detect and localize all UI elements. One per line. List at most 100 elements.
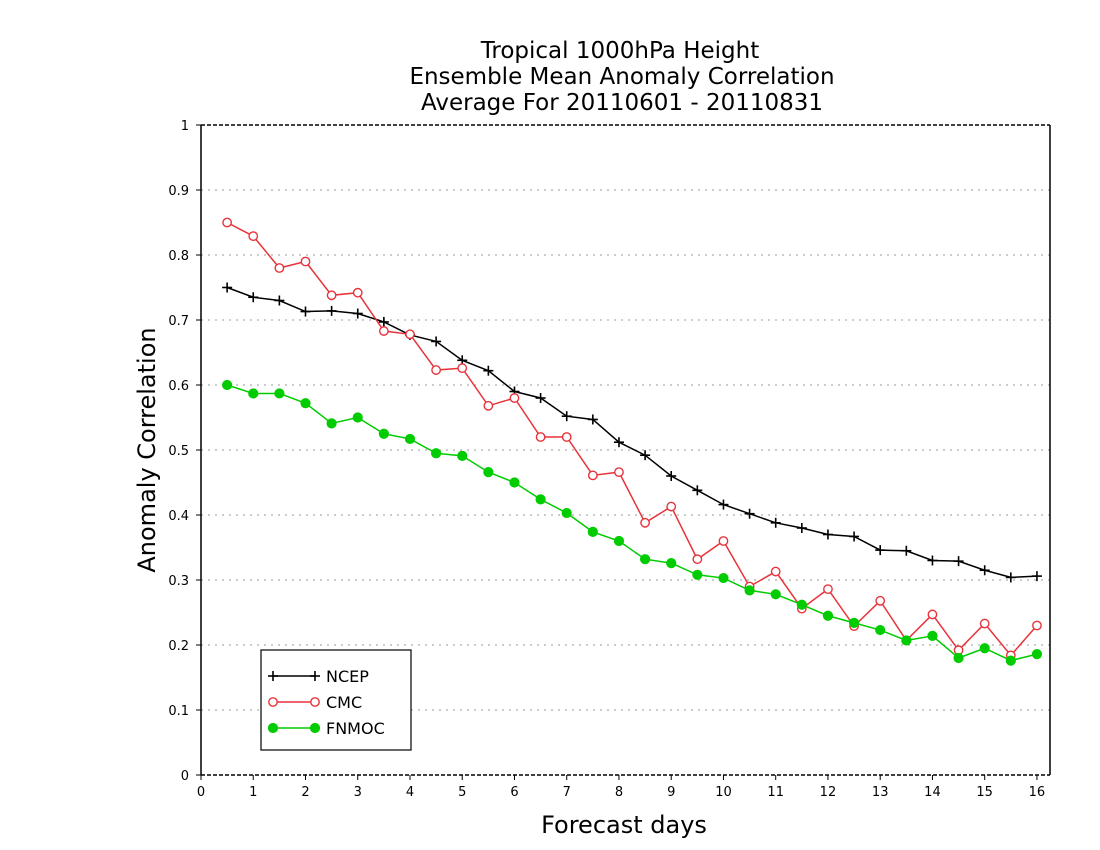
legend-box	[260, 649, 412, 751]
data-point-fnmoc	[1031, 649, 1043, 660]
data-point-cmc	[692, 554, 703, 565]
data-point-ncep	[953, 556, 964, 567]
data-point-ncep	[901, 545, 912, 556]
data-point-ncep	[849, 531, 860, 542]
title-line-1: Tropical 1000hPa Height	[480, 38, 760, 64]
data-point-fnmoc	[483, 467, 494, 478]
chart-title: Tropical 1000hPa Height Ensemble Mean An…	[409, 38, 834, 116]
data-point-ncep	[613, 437, 624, 448]
gridlines	[201, 189, 1050, 711]
data-point-fnmoc	[222, 379, 233, 391]
data-point-fnmoc	[1005, 655, 1016, 666]
x-axis-label: Forecast days	[541, 811, 707, 839]
y-tick-label: 0.5	[168, 444, 189, 459]
series-line-cmc	[226, 221, 1038, 657]
data-point-fnmoc	[770, 589, 781, 600]
x-tick-label: 8	[615, 785, 623, 800]
data-point-ncep	[483, 365, 494, 376]
data-point-ncep	[666, 471, 677, 481]
data-point-fnmoc	[822, 610, 834, 621]
data-point-cmc	[718, 536, 729, 546]
data-point-fnmoc	[326, 418, 337, 429]
y-tick-label: 0	[181, 769, 189, 784]
data-point-ncep	[248, 292, 259, 303]
data-point-fnmoc	[796, 599, 807, 610]
data-point-cmc	[300, 256, 311, 267]
data-point-cmc	[666, 501, 677, 512]
series-ncep	[222, 282, 1042, 583]
legend-label-ncep: NCEP	[326, 667, 369, 686]
data-point-ncep	[535, 393, 546, 403]
data-point-fnmoc	[509, 477, 520, 488]
data-point-cmc	[274, 263, 285, 273]
legend-marker-end-ncep	[310, 671, 320, 681]
data-point-fnmoc	[875, 624, 886, 636]
data-point-ncep	[744, 508, 755, 519]
data-point-fnmoc	[274, 388, 285, 399]
y-tick-label: 0.7	[168, 314, 189, 329]
data-point-ncep	[300, 306, 311, 317]
legend: NCEP CMC FNMOC	[260, 649, 412, 751]
data-point-ncep	[1031, 571, 1042, 582]
data-point-ncep	[561, 411, 572, 422]
data-point-fnmoc	[457, 450, 468, 461]
data-point-cmc	[509, 393, 520, 403]
x-tick-label: 6	[510, 785, 518, 800]
y-tick-label: 0.2	[168, 639, 189, 654]
y-tick-label: 0.6	[168, 379, 189, 394]
data-point-fnmoc	[561, 507, 572, 519]
data-point-fnmoc	[666, 558, 677, 569]
data-point-cmc	[483, 400, 494, 411]
data-point-fnmoc	[901, 635, 912, 646]
data-point-cmc	[405, 329, 415, 340]
x-tick-label: 10	[715, 785, 732, 800]
data-point-cmc	[352, 287, 363, 298]
series-line-ncep	[226, 286, 1037, 579]
data-point-cmc	[561, 432, 572, 442]
legend-marker-start-fnmoc	[267, 722, 279, 734]
y-axis-label: Anomaly Correlation	[133, 327, 161, 572]
y-tick-label: 0.4	[168, 509, 189, 524]
y-tick-label: 0.1	[168, 704, 189, 719]
data-point-fnmoc	[692, 569, 703, 580]
series-fnmoc	[222, 379, 1043, 666]
x-tick-label: 12	[820, 785, 837, 800]
data-point-cmc	[1032, 620, 1042, 631]
y-tick-label: 0.3	[168, 574, 189, 589]
x-tick-label: 5	[458, 785, 466, 800]
legend-marker-end-fnmoc	[309, 722, 321, 734]
data-point-fnmoc	[927, 630, 938, 642]
x-tick-label: 13	[872, 785, 889, 800]
data-point-cmc	[875, 595, 886, 606]
legend-marker-start-cmc	[268, 697, 278, 707]
series-cmc	[222, 217, 1042, 661]
data-point-fnmoc	[613, 535, 625, 547]
data-point-ncep	[875, 545, 886, 556]
x-tick-label: 15	[976, 785, 993, 800]
data-point-ncep	[1005, 572, 1016, 583]
data-point-fnmoc	[848, 617, 860, 629]
data-point-ncep	[352, 308, 363, 319]
y-tick-label: 0.8	[168, 249, 189, 264]
series-group	[222, 217, 1043, 666]
data-point-ncep	[796, 523, 807, 533]
data-point-cmc	[326, 290, 337, 301]
data-point-ncep	[718, 499, 729, 510]
data-point-fnmoc	[953, 652, 964, 664]
data-point-ncep	[222, 282, 233, 293]
x-tick-label: 1	[249, 785, 257, 800]
title-line-3: Average For 20110601 - 20110831	[421, 90, 823, 116]
data-point-ncep	[822, 529, 833, 540]
x-tick-label: 11	[767, 785, 784, 800]
data-point-ncep	[927, 555, 938, 566]
x-tick-label: 16	[1029, 785, 1046, 800]
data-point-fnmoc	[378, 428, 389, 439]
data-point-cmc	[979, 618, 990, 629]
data-point-fnmoc	[248, 388, 259, 399]
x-tick-label: 7	[563, 785, 571, 800]
data-point-fnmoc	[431, 448, 442, 459]
x-tick-label: 4	[406, 785, 414, 800]
data-point-cmc	[222, 217, 233, 228]
data-point-cmc	[457, 363, 468, 373]
data-point-cmc	[431, 365, 442, 375]
